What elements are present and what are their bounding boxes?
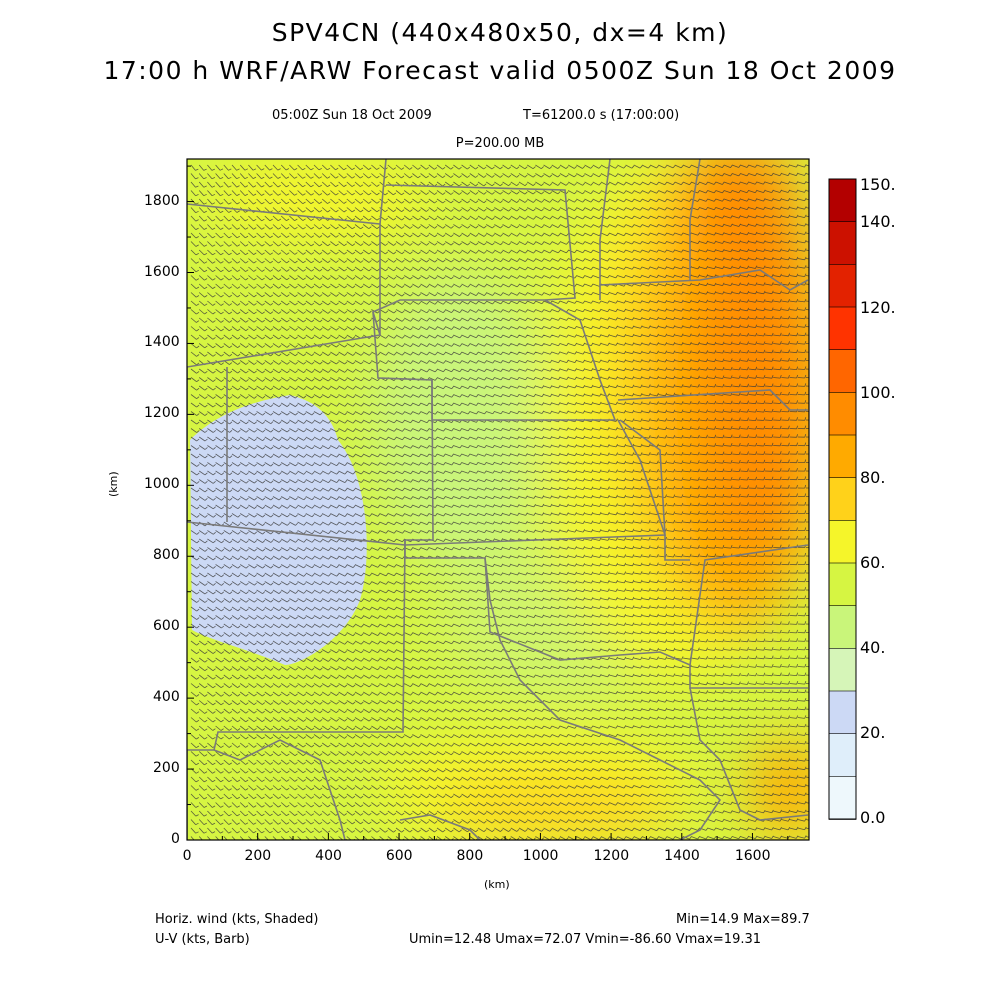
color-bar-frame [828, 178, 857, 820]
color-bar-label: 100. [860, 383, 896, 402]
color-bar-segment [828, 776, 857, 820]
color-bar-segment [828, 264, 857, 308]
footer-shaded-field: Horiz. wind (kts, Shaded) [155, 912, 319, 927]
wind-barbs [190, 164, 809, 840]
color-bar-segment [828, 733, 857, 778]
pressure-level: P=200.00 MB [455, 136, 545, 151]
color-bar-segment [828, 562, 857, 607]
x-tick-label: 1200 [593, 848, 630, 864]
y-tick-label: 1600 [144, 263, 180, 280]
color-bar-segment [828, 648, 857, 692]
x-tick-label: 0 [182, 848, 192, 864]
footer-barb-field: U-V (kts, Barb) [155, 932, 250, 947]
x-tick-label: 1400 [664, 848, 700, 864]
valid-time: 05:00Z Sun 18 Oct 2009 [272, 108, 432, 123]
color-bar-label: 40. [860, 638, 886, 657]
y-axis-label: (km) [107, 471, 120, 497]
barb-field [190, 164, 809, 840]
state-boundaries [187, 159, 809, 840]
y-tick-label: 800 [153, 547, 180, 564]
forecast-title: 17:00 h WRF/ARW Forecast valid 0500Z Sun… [103, 56, 897, 85]
y-tick-label: 1200 [144, 405, 180, 422]
color-bar-segment [828, 477, 857, 522]
main-title: SPV4CN (440x480x50, dx=4 km) [271, 18, 729, 47]
wind-speed-shading [187, 159, 809, 840]
y-tick-label: 1000 [144, 476, 180, 493]
y-tick-label: 600 [153, 618, 180, 635]
x-tick-label: 800 [456, 848, 484, 864]
x-tick-label: 1600 [734, 848, 771, 864]
color-bar-segment [828, 392, 857, 436]
color-bar-label: 120. [860, 298, 896, 317]
color-bar-segment [828, 349, 857, 394]
y-tick-label: 200 [153, 760, 180, 777]
y-axis-ticks [187, 165, 194, 841]
x-tick-label: 1000 [522, 848, 559, 864]
color-bar-segment [828, 221, 857, 266]
color-bar-segment [828, 178, 857, 223]
model-time: T=61200.0 s (17:00:00) [523, 108, 680, 123]
y-tick-label: 1400 [144, 334, 180, 351]
plot-frame [186, 158, 810, 841]
y-tick-label: 400 [153, 689, 180, 706]
color-bar-label: 140. [860, 212, 896, 231]
color-bar-segment [828, 306, 857, 351]
y-tick-label: 1800 [144, 192, 180, 209]
footer-uv-stats: Umin=12.48 Umax=72.07 Vmin=-86.60 Vmax=1… [409, 932, 762, 947]
color-bar-segment [828, 520, 857, 564]
x-tick-label: 400 [315, 848, 342, 864]
x-tick-label: 200 [244, 848, 272, 864]
footer-minmax: Min=14.9 Max=89.7 [676, 912, 810, 927]
color-bar-segment [828, 690, 857, 735]
color-bar [828, 178, 857, 820]
x-axis-label: (km) [484, 878, 510, 891]
x-axis-ticks [186, 833, 789, 840]
color-bar-label: 0.0 [860, 808, 886, 827]
color-bar-label: 150. [860, 175, 896, 194]
color-bar-label: 20. [860, 723, 886, 742]
color-bar-label: 60. [860, 553, 886, 572]
color-bar-segment [828, 605, 857, 650]
y-tick-label: 0 [171, 831, 180, 847]
color-bar-segment [828, 434, 857, 479]
color-bar-label: 80. [860, 468, 886, 487]
x-tick-label: 600 [385, 848, 413, 864]
